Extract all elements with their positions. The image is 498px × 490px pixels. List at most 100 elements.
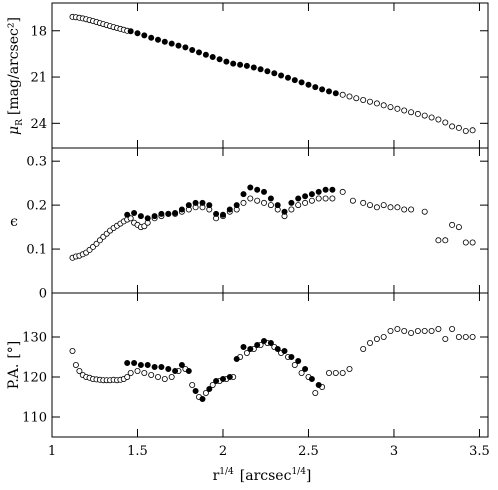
xlabel-units: [arcsec	[240, 468, 292, 484]
data-point-open	[442, 119, 449, 126]
data-point-open	[360, 199, 367, 206]
data-point-open	[462, 127, 469, 134]
ylabel-top-main: μ	[6, 126, 22, 135]
data-point-open	[442, 237, 449, 244]
data-point-open	[353, 95, 360, 102]
data-point-open	[260, 199, 267, 206]
data-point-open	[339, 369, 346, 376]
panel-surface-brightness: 18 21 24 μR [mag/arcsec²]	[6, 2, 489, 149]
frame-bottom	[51, 292, 489, 438]
data-point-filled	[233, 355, 240, 362]
data-point-open	[428, 114, 435, 121]
data-point-filled	[243, 62, 250, 69]
data-point-open	[408, 109, 415, 116]
data-point-open	[401, 107, 408, 114]
data-point-open	[240, 199, 247, 206]
data-point-open	[401, 327, 408, 334]
data-point-open	[428, 327, 435, 334]
ylabel-bottom: P.A. [°]	[6, 341, 22, 390]
data-point-filled	[305, 81, 312, 88]
data-point-open	[421, 208, 428, 215]
x-tick-label: 3	[390, 444, 398, 459]
data-point-filled	[216, 56, 223, 63]
data-point-open	[141, 223, 148, 230]
data-point-open	[366, 339, 373, 346]
panel-ellipticity: 0 0.1 0.2 0.3 ϵ	[10, 147, 489, 302]
data-point-filled	[172, 209, 179, 216]
x-tick-label: 2	[219, 444, 227, 459]
ylabel-top: μR [mag/arcsec²]	[6, 17, 25, 135]
data-point-open	[449, 123, 456, 130]
data-point-filled	[274, 345, 281, 352]
data-point-filled	[161, 38, 168, 45]
data-point-filled	[165, 210, 172, 217]
data-point-filled	[271, 70, 278, 77]
data-point-filled	[247, 345, 254, 352]
data-point-open	[346, 365, 353, 372]
data-point-filled	[260, 188, 267, 195]
ylabel-top-units: [mag/arcsec²]	[6, 17, 22, 115]
data-point-open	[154, 373, 161, 380]
data-point-filled	[288, 353, 295, 360]
data-point-filled	[178, 206, 185, 213]
data-point-open	[339, 91, 346, 98]
data-point-open	[295, 202, 302, 209]
data-point-open	[247, 195, 254, 202]
data-point-open	[332, 369, 339, 376]
x-tick-label: 3.5	[469, 444, 490, 459]
data-point-open	[380, 333, 387, 340]
data-point-filled	[264, 68, 271, 75]
data-point-open	[148, 371, 155, 378]
data-point-filled	[312, 84, 319, 91]
xlabel-sup: 1/4	[219, 467, 234, 477]
data-point-filled	[233, 202, 240, 209]
data-point-open	[373, 204, 380, 211]
data-point-filled	[226, 373, 233, 380]
data-point-open	[308, 197, 315, 204]
data-point-open	[408, 329, 415, 336]
xlabel-main: r	[213, 468, 220, 484]
data-point-filled	[315, 188, 322, 195]
panel-position-angle: 1 1.5 2 2.5 3 3.5 110 120 130 P.A. [°]	[6, 292, 490, 459]
data-point-open	[366, 98, 373, 105]
data-point-filled	[189, 47, 196, 54]
data-point-filled	[154, 36, 161, 43]
data-point-open	[373, 335, 380, 342]
data-point-open	[322, 195, 329, 202]
data-point-open	[387, 327, 394, 334]
data-point-filled	[257, 66, 264, 73]
data-point-filled	[158, 363, 165, 370]
data-point-open	[141, 369, 148, 376]
data-point-open	[161, 375, 168, 382]
data-point-filled	[209, 54, 216, 61]
data-point-open	[435, 237, 442, 244]
data-point-open	[360, 97, 367, 104]
ylabel-middle: ϵ	[10, 214, 18, 230]
y-tick-label: 0	[39, 287, 47, 302]
data-point-filled	[213, 377, 220, 384]
data-point-open	[298, 369, 305, 376]
data-point-filled	[240, 343, 247, 350]
data-point-filled	[192, 199, 199, 206]
y-tick-label: 24	[30, 117, 47, 132]
data-point-filled	[281, 347, 288, 354]
data-point-open	[76, 367, 83, 374]
data-point-filled	[325, 88, 332, 95]
data-point-open	[373, 100, 380, 107]
data-point-filled	[158, 210, 165, 217]
data-point-filled	[202, 51, 209, 58]
data-point-open	[124, 373, 131, 380]
data-point-filled	[124, 211, 131, 218]
data-point-open	[387, 104, 394, 111]
data-point-open	[325, 369, 332, 376]
data-point-open	[462, 239, 469, 246]
marks-ellipticity	[69, 184, 476, 261]
data-point-filled	[332, 90, 339, 97]
data-point-open	[449, 221, 456, 228]
data-point-open	[469, 333, 476, 340]
data-point-filled	[144, 215, 151, 222]
x-tick-label: 1	[48, 444, 56, 459]
data-point-filled	[134, 30, 141, 37]
data-point-open	[394, 204, 401, 211]
data-point-open	[394, 325, 401, 332]
